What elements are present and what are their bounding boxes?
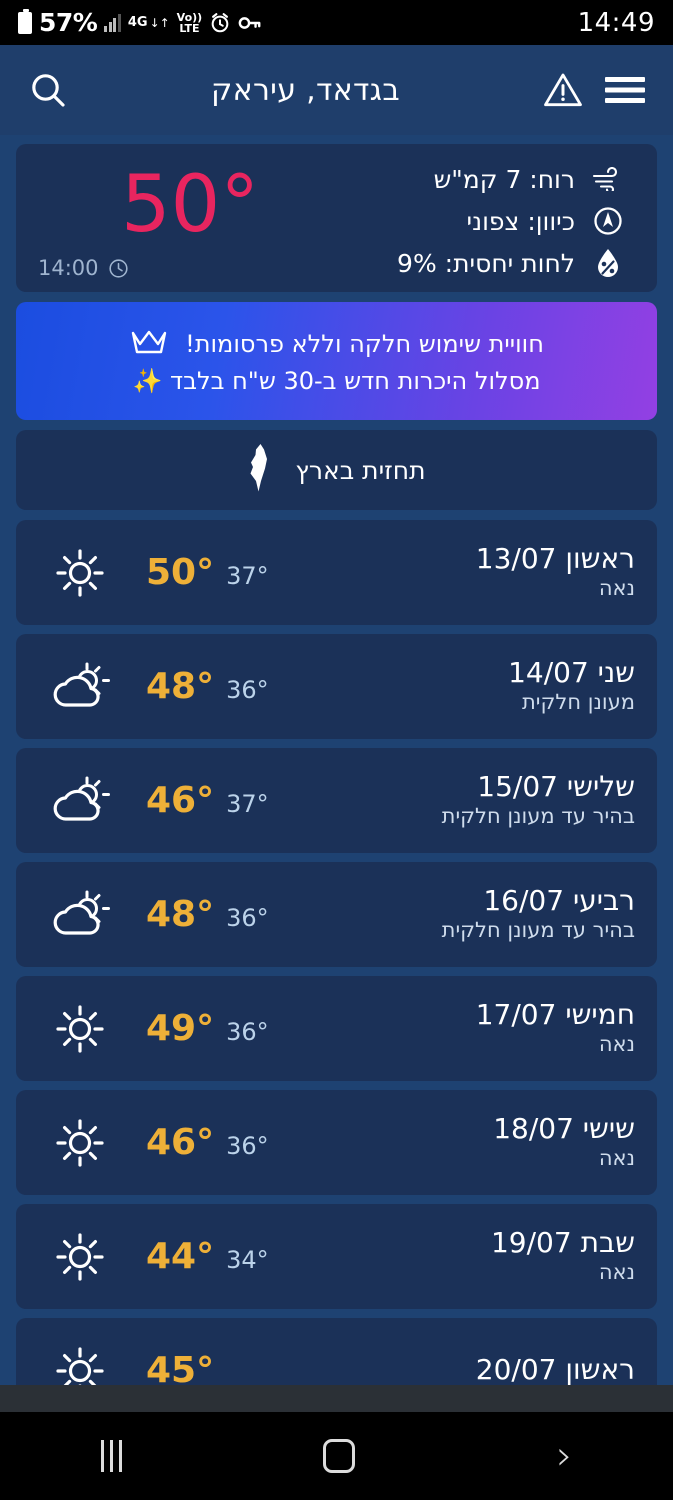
observation-time: 14:00 [38, 256, 129, 280]
search-icon[interactable] [22, 64, 74, 116]
promo-line1-label: חוויית שימוש חלקה וללא פרסומות! [185, 330, 544, 358]
current-temperature: 50° [121, 160, 260, 250]
warning-triangle-icon[interactable] [537, 64, 589, 116]
israel-forecast-label: תחזית בארץ [295, 455, 426, 485]
sun-icon [42, 1114, 118, 1172]
forecast-high-temp: 45° [146, 1350, 215, 1391]
forecast-date: שני 14/07 [508, 655, 635, 689]
partly-cloudy-icon [42, 658, 118, 716]
forecast-high-temp: 50° [146, 552, 215, 593]
forecast-row[interactable]: שלישי 15/07 בהיר עד מעונן חלקית 46° 37° [16, 748, 657, 853]
back-chevron-icon[interactable]: › [556, 1433, 573, 1479]
volte-top-label: Vo)) [176, 10, 203, 24]
premium-promo-banner[interactable]: חוויית שימוש חלקה וללא פרסומות! מסלול הי… [16, 302, 657, 420]
forecast-date: חמישי 17/07 [475, 997, 635, 1031]
wind-label: רוח: 7 קמ"ש [433, 164, 575, 194]
forecast-high-temp: 44° [146, 1236, 215, 1277]
wind-direction-label: כיוון: צפוני [466, 206, 575, 236]
promo-line2-label: מסלול היכרות חדש ב-30 ש"ח בלבד ✨ [132, 367, 541, 395]
forecast-low-temp: 34° [226, 1246, 269, 1274]
forecast-row[interactable]: שישי 18/07 נאה 46° 36° [16, 1090, 657, 1195]
forecast-low-temp: 36° [226, 904, 269, 932]
recents-icon[interactable] [100, 1440, 122, 1472]
forecast-description: בהיר עד מעונן חלקית [441, 803, 635, 828]
partly-cloudy-icon [42, 772, 118, 830]
forecast-date: שישי 18/07 [493, 1111, 635, 1145]
volte-bottom-label: LTE [179, 21, 200, 35]
sun-icon [42, 1000, 118, 1058]
forecast-row[interactable]: חמישי 17/07 נאה 49° 36° [16, 976, 657, 1081]
observation-time-label: 14:00 [38, 256, 99, 280]
forecast-high-temp: 46° [146, 780, 215, 821]
forecast-date: ראשון 13/07 [475, 541, 635, 575]
forecast-description: נאה [598, 575, 635, 600]
detail-row-wind: רוח: 7 קמ"ש [16, 158, 631, 200]
forecast-high-temp: 49° [146, 1008, 215, 1049]
forecast-date: שבת 19/07 [490, 1225, 635, 1259]
forecast-high-temp: 48° [146, 894, 215, 935]
detail-row-humidity: לחות יחסית: 9% [16, 242, 631, 284]
battery-percent-label: 57% [39, 8, 98, 37]
forecast-low-temp: 36° [226, 1018, 269, 1046]
forecast-row[interactable]: ראשון 13/07 נאה 50° 37° [16, 520, 657, 625]
humidity-icon [591, 247, 625, 279]
key-icon [238, 16, 261, 29]
forecast-date: ראשון 20/07 [475, 1353, 635, 1387]
forecast-row[interactable]: שבת 19/07 נאה 44° 34° [16, 1204, 657, 1309]
forecast-description: בהיר עד מעונן חלקית [441, 917, 635, 942]
partly-cloudy-icon [42, 886, 118, 944]
crown-icon [129, 327, 169, 361]
hamburger-menu-icon[interactable] [599, 64, 651, 116]
forecast-row[interactable]: שני 14/07 מעונן חלקית 48° 36° [16, 634, 657, 739]
app-header: בגדאד, עיראק [0, 45, 673, 135]
forecast-high-temp: 48° [146, 666, 215, 707]
forecast-low-temp: 36° [226, 676, 269, 704]
forecast-description: נאה [598, 1259, 635, 1284]
current-details-list: רוח: 7 קמ"ש כיוון: צפוני לחות יחסית: 9 [16, 158, 637, 284]
network-type-icon: 4G ↓↑ [128, 16, 170, 29]
sun-icon [42, 544, 118, 602]
forecast-low-temp: 36° [226, 1132, 269, 1160]
forecast-low-temp: 37° [226, 790, 269, 818]
forecast-description: נאה [598, 1031, 635, 1056]
detail-row-direction: כיוון: צפוני [16, 200, 631, 242]
current-conditions-card[interactable]: 50° רוח: 7 קמ"ש כיוון: צפוני [16, 144, 657, 292]
android-navigation-bar: › [0, 1412, 673, 1500]
bottom-scrim [0, 1385, 673, 1412]
home-icon[interactable] [322, 1439, 355, 1473]
forecast-description: מעונן חלקית [522, 689, 635, 714]
signal-bars-icon [104, 13, 121, 32]
forecast-date: שלישי 15/07 [477, 769, 635, 803]
compass-icon [591, 205, 625, 237]
android-status-bar: 57% 4G ↓↑ Vo)) LTE 14:49 [0, 0, 673, 45]
network-type-label: 4G [127, 15, 148, 30]
alarm-icon [211, 12, 229, 32]
forecast-date: רביעי 16/07 [483, 883, 635, 917]
page-title: בגדאד, עיראק [211, 72, 400, 108]
volte-icon: Vo)) LTE [177, 12, 203, 34]
sun-icon [42, 1228, 118, 1286]
clock-icon [108, 258, 128, 278]
forecast-high-temp: 46° [146, 1122, 215, 1163]
data-arrows-label: ↓↑ [149, 15, 170, 30]
wind-icon [591, 167, 625, 191]
status-bar-clock: 14:49 [577, 7, 655, 38]
battery-icon [18, 8, 32, 34]
forecast-row[interactable]: רביעי 16/07 בהיר עד מעונן חלקית 48° 36° [16, 862, 657, 967]
israel-forecast-button[interactable]: תחזית בארץ [16, 430, 657, 510]
israel-map-icon [247, 443, 273, 497]
humidity-label: לחות יחסית: 9% [397, 248, 575, 278]
daily-forecast-list: ראשון 13/07 נאה 50° 37° שני 14/07 מעונן … [0, 520, 673, 1423]
forecast-low-temp: 37° [226, 562, 269, 590]
forecast-description: נאה [598, 1145, 635, 1170]
